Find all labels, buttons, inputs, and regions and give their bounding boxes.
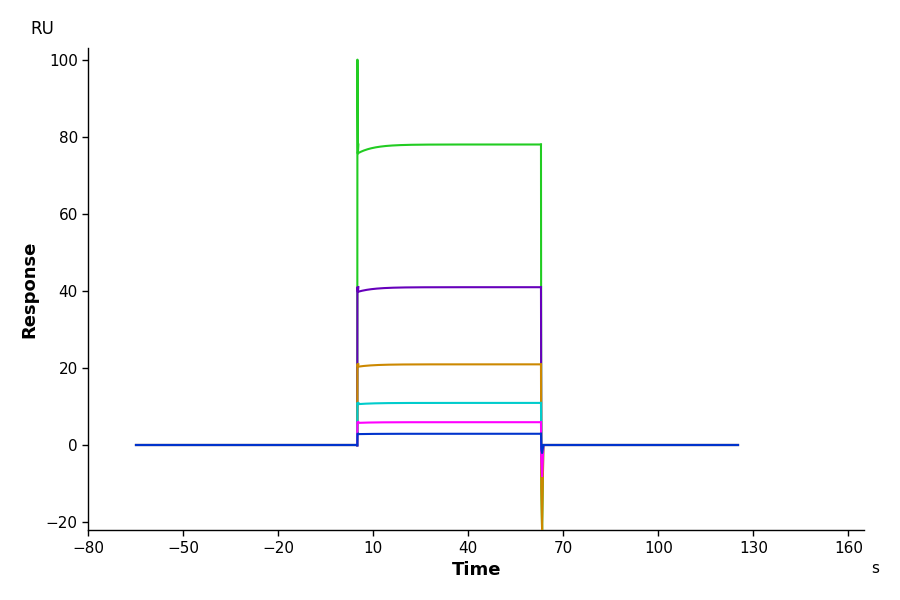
Text: RU: RU [30, 20, 54, 38]
Text: s: s [871, 561, 879, 576]
Y-axis label: Response: Response [21, 241, 39, 338]
X-axis label: Time: Time [452, 561, 501, 579]
